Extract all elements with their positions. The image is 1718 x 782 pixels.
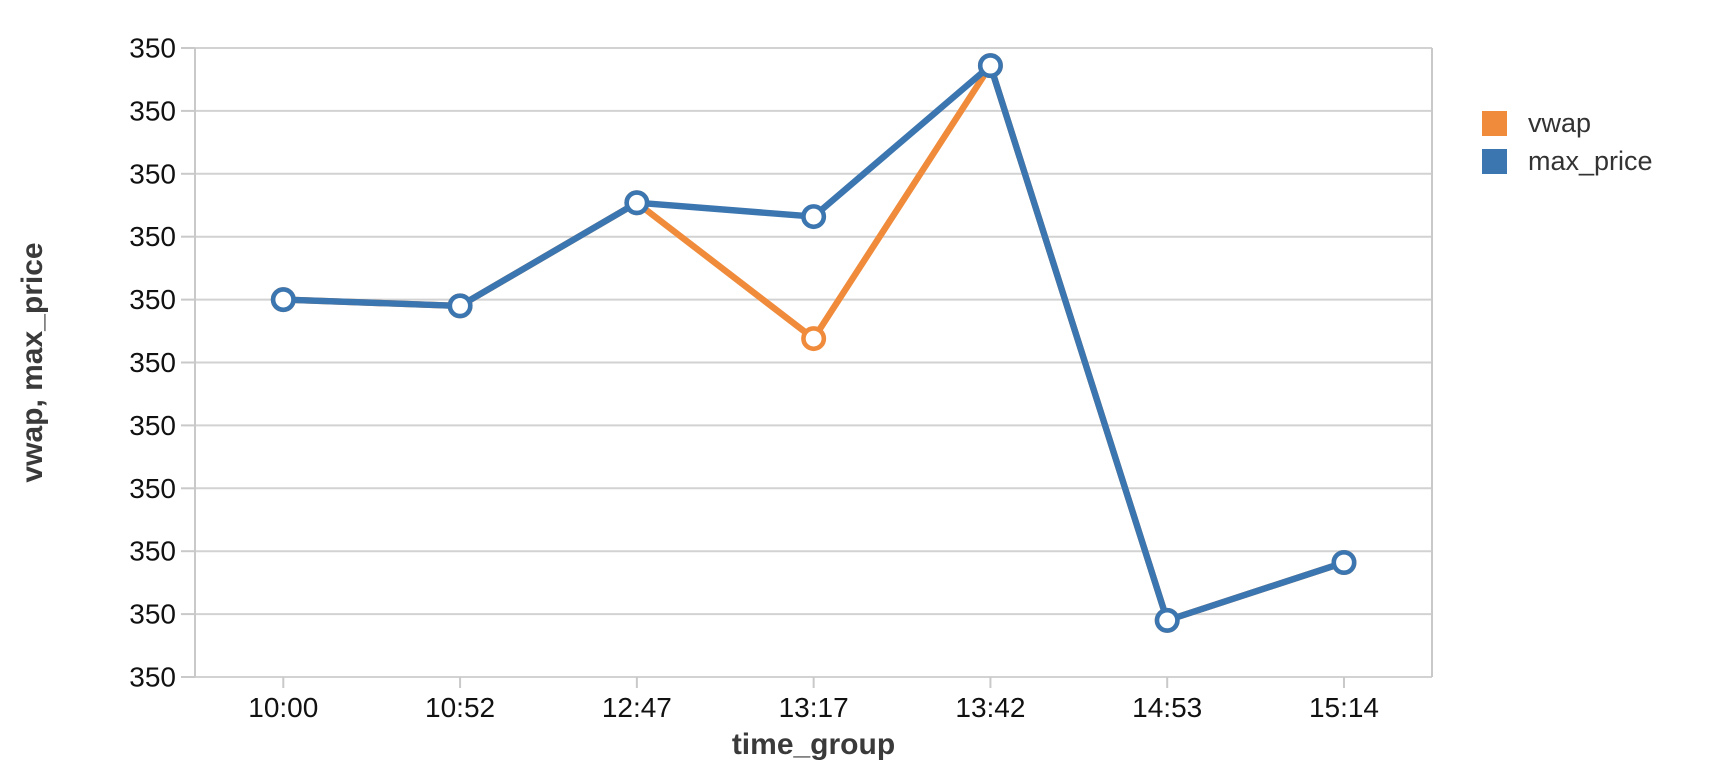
data-point-max_price — [624, 190, 650, 216]
y-tick-label: 350 — [129, 33, 176, 64]
y-tick-label: 350 — [129, 599, 176, 630]
legend-item-vwap[interactable]: vwap — [1482, 108, 1653, 139]
legend: vwap max_price — [1482, 108, 1653, 177]
x-axis-title: time_group — [732, 728, 895, 761]
legend-label: vwap — [1528, 108, 1592, 138]
data-point-max_price — [270, 287, 296, 313]
y-tick-label: 350 — [129, 158, 176, 189]
data-point-max_price — [977, 53, 1003, 79]
y-tick-label: 350 — [129, 410, 176, 441]
x-tick-label: 12:47 — [602, 692, 672, 723]
y-tick-label: 350 — [129, 473, 176, 504]
x-tick-label: 10:00 — [248, 692, 318, 723]
y-tick-label: 350 — [129, 347, 176, 378]
y-tick-label: 350 — [129, 95, 176, 126]
y-tick-label: 350 — [129, 221, 176, 252]
legend-swatch-max_price — [1482, 149, 1507, 174]
legend-item-max_price[interactable]: max_price — [1482, 146, 1653, 177]
y-tick-label: 350 — [129, 284, 176, 315]
y-tick-label: 350 — [129, 662, 176, 693]
x-tick-label: 14:53 — [1132, 692, 1202, 723]
legend-label: max_price — [1528, 146, 1653, 176]
data-point-max_price — [1331, 550, 1357, 576]
y-tick-label: 350 — [129, 536, 176, 567]
data-point-max_price — [801, 204, 827, 230]
data-point-max_price — [1154, 607, 1180, 633]
data-point-max_price — [447, 293, 473, 319]
x-tick-label: 13:42 — [955, 692, 1025, 723]
data-point-vwap — [801, 326, 827, 352]
x-tick-label: 13:17 — [779, 692, 849, 723]
x-tick-label: 10:52 — [425, 692, 495, 723]
legend-swatch-vwap — [1482, 111, 1507, 136]
y-axis-title: vwap, max_price — [16, 242, 49, 482]
x-tick-label: 15:14 — [1309, 692, 1379, 723]
